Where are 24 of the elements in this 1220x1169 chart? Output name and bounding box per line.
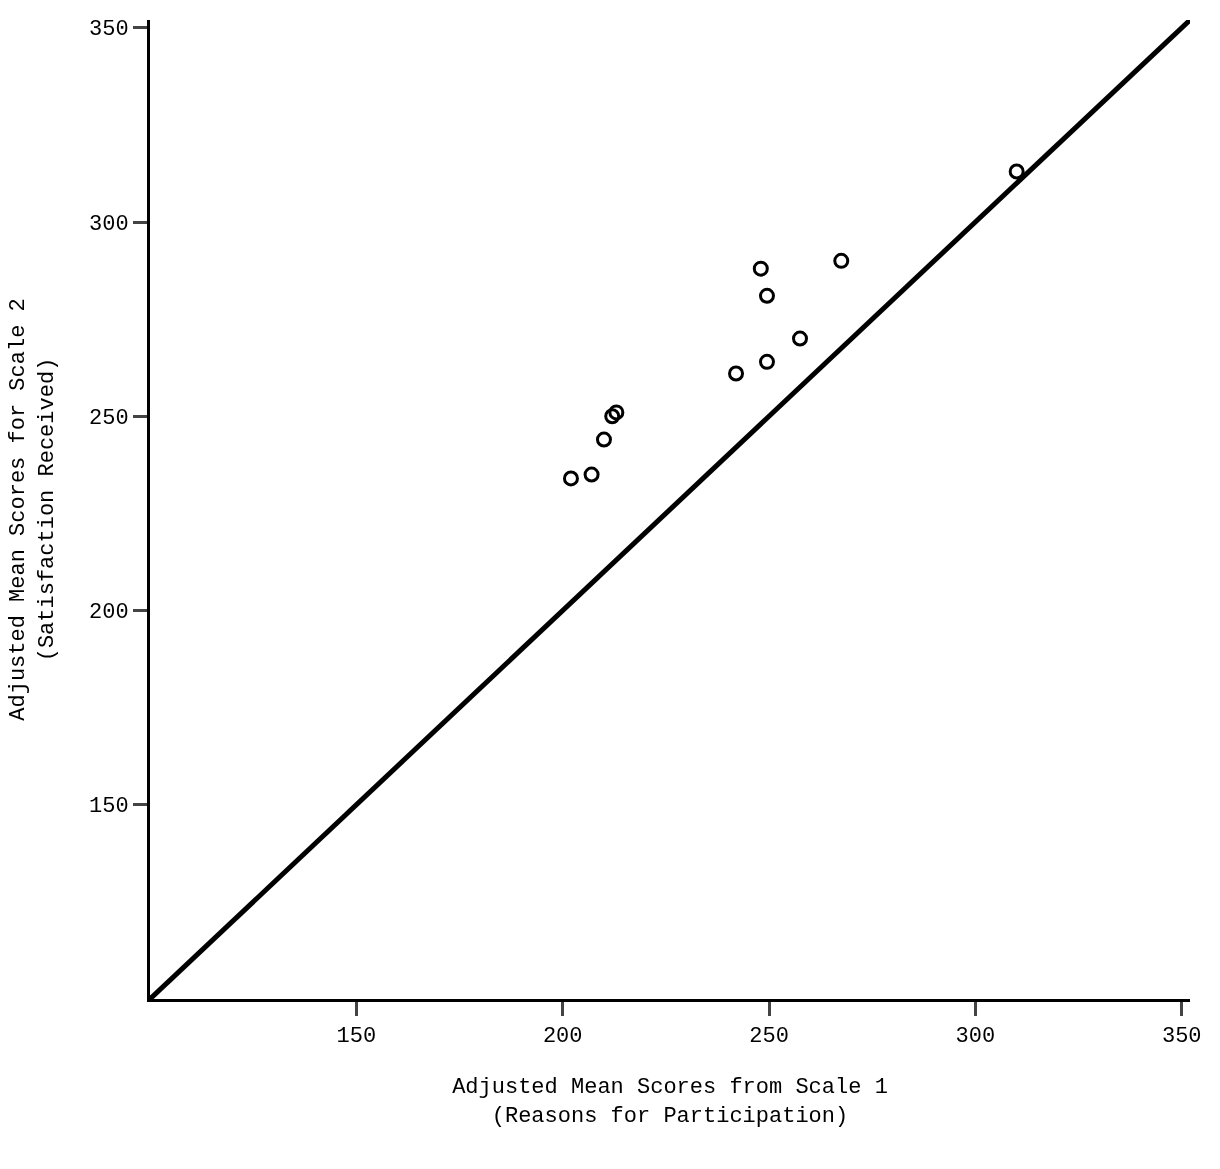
x-tick-label: 350: [1161, 1024, 1202, 1050]
x-tick-label: 200: [542, 1024, 583, 1050]
y-tick-label: 300: [88, 211, 129, 237]
x-tick-label: 150: [336, 1024, 377, 1050]
y-axis-title: Adjusted Mean Scores for Scale 2 (Satisfaction Received): [6, 298, 60, 721]
y-tick-label: 150: [88, 794, 129, 820]
point: [752, 260, 769, 277]
point: [1008, 163, 1025, 180]
point: [758, 287, 775, 304]
x-tick-label: 250: [749, 1024, 789, 1050]
point: [595, 431, 612, 448]
x-axis-title: Adjusted Mean Scores from Scale 1 (Reasons for Participation): [452, 1075, 888, 1129]
y-tick-label: 350: [88, 17, 129, 43]
point: [833, 252, 850, 269]
point: [758, 353, 775, 370]
point: [562, 470, 579, 487]
point: [728, 365, 745, 382]
point: [583, 466, 600, 483]
y-tick-label: 200: [88, 600, 129, 626]
x-tick-label: 300: [955, 1024, 996, 1050]
point: [608, 404, 625, 421]
point: [604, 408, 621, 425]
point: [792, 330, 808, 347]
y-tick-label: 250: [88, 405, 129, 431]
